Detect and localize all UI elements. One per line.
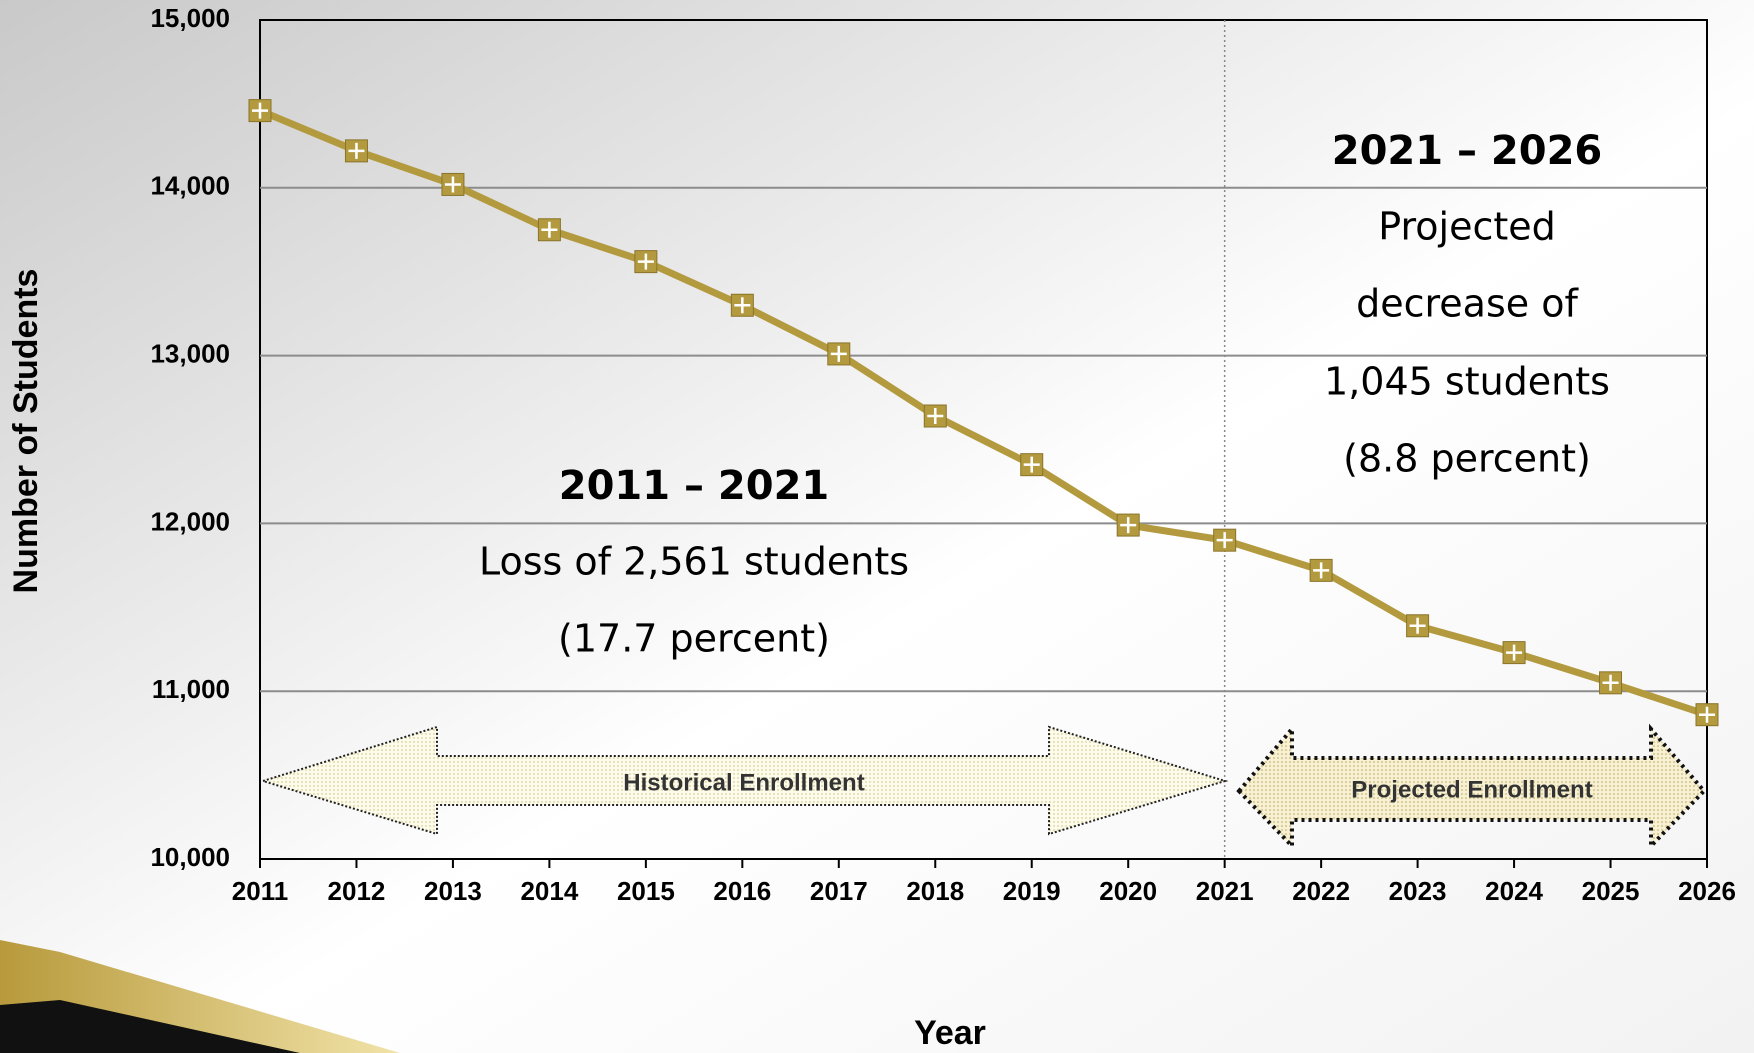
marker-cross xyxy=(1216,532,1233,549)
marker-cross xyxy=(1120,517,1137,534)
marker-cross xyxy=(1506,644,1523,661)
x-tick-label: 2016 xyxy=(713,876,771,906)
marker-cross xyxy=(348,142,365,159)
marker-cross xyxy=(252,102,268,119)
marker xyxy=(634,250,658,274)
marker-cross xyxy=(830,345,847,362)
x-tick-label: 2018 xyxy=(906,876,964,906)
marker-cross xyxy=(637,253,654,270)
marker xyxy=(441,172,465,196)
x-tick-label: 2025 xyxy=(1582,876,1640,906)
marker-cross xyxy=(1409,617,1426,634)
annotation: (17.7 percent) xyxy=(558,617,830,661)
marker xyxy=(1502,641,1526,665)
marker-cross xyxy=(1023,456,1040,473)
annotation: 1,045 students xyxy=(1324,360,1610,404)
marker xyxy=(248,99,272,123)
x-tick-label: 2024 xyxy=(1485,876,1543,906)
x-tick-label: 2022 xyxy=(1292,876,1350,906)
marker xyxy=(1020,453,1044,477)
x-tick-label: 2026 xyxy=(1678,876,1736,906)
marker xyxy=(1309,558,1333,582)
x-tick-label: 2011 xyxy=(232,876,288,906)
annotation: 2021 – 2026 xyxy=(1332,128,1603,174)
annotation: Projected xyxy=(1378,205,1556,249)
x-tick-label: 2019 xyxy=(1003,876,1061,906)
y-tick-label: 10,000 xyxy=(150,842,230,872)
decoration xyxy=(0,1000,300,1053)
x-tick-label: 2023 xyxy=(1389,876,1447,906)
y-tick-label: 11,000 xyxy=(152,674,230,704)
marker-cross xyxy=(1699,706,1715,723)
marker-cross xyxy=(444,176,461,193)
marker xyxy=(1695,703,1719,727)
x-tick-label: 2020 xyxy=(1099,876,1157,906)
marker xyxy=(537,218,561,242)
x-tick-label: 2014 xyxy=(520,876,578,906)
plot-area xyxy=(259,19,1708,860)
marker-cross xyxy=(927,408,944,425)
marker xyxy=(1116,513,1140,537)
marker xyxy=(827,342,851,366)
marker xyxy=(923,404,947,428)
x-axis-title: Year xyxy=(914,1014,986,1052)
marker xyxy=(1406,614,1430,638)
marker xyxy=(1599,671,1623,695)
x-tick-label: 2021 xyxy=(1196,876,1254,906)
marker-cross xyxy=(1313,562,1330,579)
annotation: 2011 – 2021 xyxy=(559,463,830,509)
annotation: (8.8 percent) xyxy=(1343,437,1591,481)
annotation: Loss of 2,561 students xyxy=(479,540,909,584)
marker-cross xyxy=(1602,674,1619,691)
series-line xyxy=(258,107,1709,719)
marker-cross xyxy=(541,221,558,238)
x-tick-label: 2017 xyxy=(810,876,868,906)
annotation: decrease of xyxy=(1356,282,1579,326)
annotation: Projected Enrollment xyxy=(1351,776,1592,803)
annotation: Historical Enrollment xyxy=(623,769,864,796)
x-tick-label: 2015 xyxy=(617,876,675,906)
y-axis-title: Number of Students xyxy=(7,269,45,594)
historical-arrow xyxy=(259,725,1229,836)
projected-arrow xyxy=(1236,723,1707,851)
x-tick-label: 2013 xyxy=(424,876,482,906)
marker xyxy=(730,293,754,317)
x-tick-label: 2012 xyxy=(328,876,386,906)
y-tick-label: 13,000 xyxy=(150,338,230,368)
marker xyxy=(344,139,368,163)
marker xyxy=(1213,528,1237,552)
y-tick-label: 14,000 xyxy=(150,171,230,201)
y-tick-label: 15,000 xyxy=(150,3,230,33)
y-tick-label: 12,000 xyxy=(150,506,230,536)
marker-cross xyxy=(734,297,751,314)
